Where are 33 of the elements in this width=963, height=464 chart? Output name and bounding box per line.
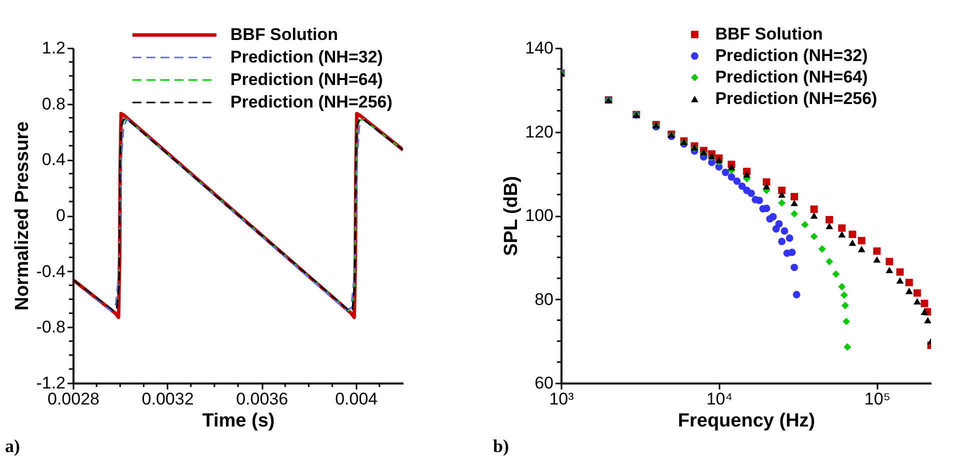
x-axis-title: Time (s)	[202, 410, 275, 432]
y-tick-label: 1.2	[42, 38, 66, 58]
y-tick-label: 0	[56, 206, 66, 225]
y-tick-label: 0.8	[42, 94, 66, 114]
y-axis-title: Normalized Pressure	[12, 121, 34, 311]
x-tick-label: 0.0032	[142, 390, 194, 408]
x-tick-label: 0.0028	[48, 390, 100, 408]
x-tick-label: 10⁵	[864, 390, 890, 408]
x-tick-label: 10³	[549, 390, 574, 408]
legend-label: Prediction (NH=32)	[230, 48, 383, 66]
y-tick-label: 0.4	[42, 150, 66, 170]
legend-label: BBF Solution	[715, 24, 823, 44]
x-tick-label: 0.0036	[236, 390, 288, 408]
legend-label: Prediction (NH=32)	[715, 46, 868, 65]
text: a)	[5, 436, 20, 456]
legend-label: BBF Solution	[230, 25, 338, 44]
y-tick-label: 120	[525, 122, 554, 142]
y-tick-label: 140	[525, 38, 554, 58]
legend-label: Prediction (NH=64)	[715, 68, 868, 86]
y-tick-label: -0.8	[36, 318, 66, 337]
y-tick-label: -0.4	[36, 262, 66, 281]
x-axis-title: Frequency (Hz)	[678, 410, 816, 432]
x-tick-label: 0.004	[335, 390, 378, 408]
y-tick-label: 100	[525, 206, 554, 225]
x-tick-label: 10⁴	[706, 390, 733, 408]
y-tick-label: -1.2	[36, 374, 66, 392]
y-tick-label: 80	[534, 290, 554, 309]
legend-label: Prediction (NH=64)	[230, 70, 383, 89]
legend-label: Prediction (NH=256)	[230, 92, 392, 112]
y-tick-label: 60	[534, 374, 554, 392]
legend-label: Prediction (NH=256)	[715, 89, 878, 108]
text: b)	[493, 436, 510, 456]
y-axis-title: SPL (dB)	[501, 176, 522, 256]
